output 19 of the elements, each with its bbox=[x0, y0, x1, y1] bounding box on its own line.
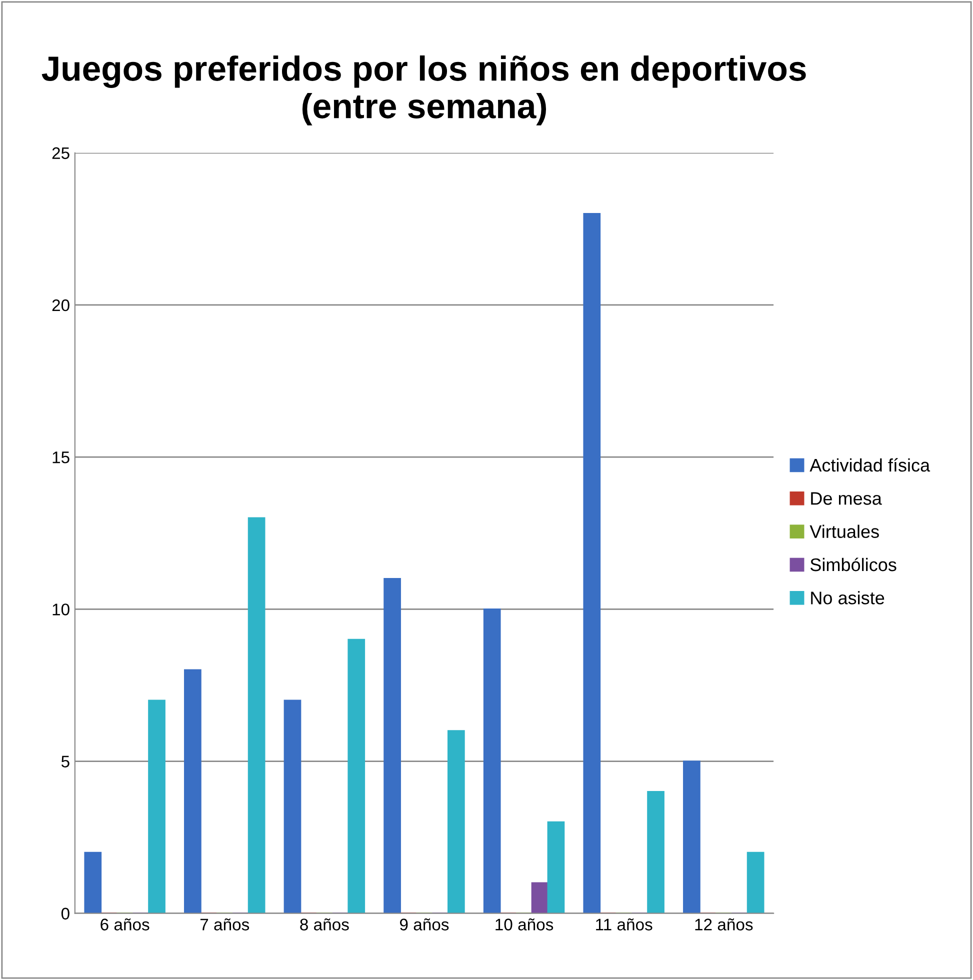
legend-label: De mesa bbox=[811, 492, 882, 505]
y-tick-label: 15 bbox=[52, 452, 70, 464]
y-tick-label: 0 bbox=[61, 908, 70, 920]
legend-label: Actividad física bbox=[810, 458, 930, 472]
x-tick-label: 11 años bbox=[596, 918, 652, 930]
x-tick-label: 12 años bbox=[695, 918, 753, 930]
y-tick-label: 10 bbox=[52, 604, 70, 616]
x-tick-label: 7 años bbox=[200, 918, 250, 930]
y-tick-label: 20 bbox=[52, 299, 70, 312]
y-tick-label: 5 bbox=[61, 756, 70, 768]
x-tick-label: 10 años bbox=[496, 918, 554, 930]
x-tick-label: 6 años bbox=[100, 918, 150, 930]
chart-title: Juegos preferidos por los niños en deportivos (entre semana) bbox=[42, 55, 806, 126]
y-tick-label: 25 bbox=[52, 147, 70, 160]
legend-label: No asiste bbox=[811, 591, 884, 604]
x-tick-label: 9 años bbox=[400, 918, 449, 930]
x-tick-label: 8 años bbox=[300, 918, 349, 930]
legend-label: Simbólicos bbox=[810, 558, 896, 572]
legend-label: Virtuales bbox=[810, 524, 879, 538]
